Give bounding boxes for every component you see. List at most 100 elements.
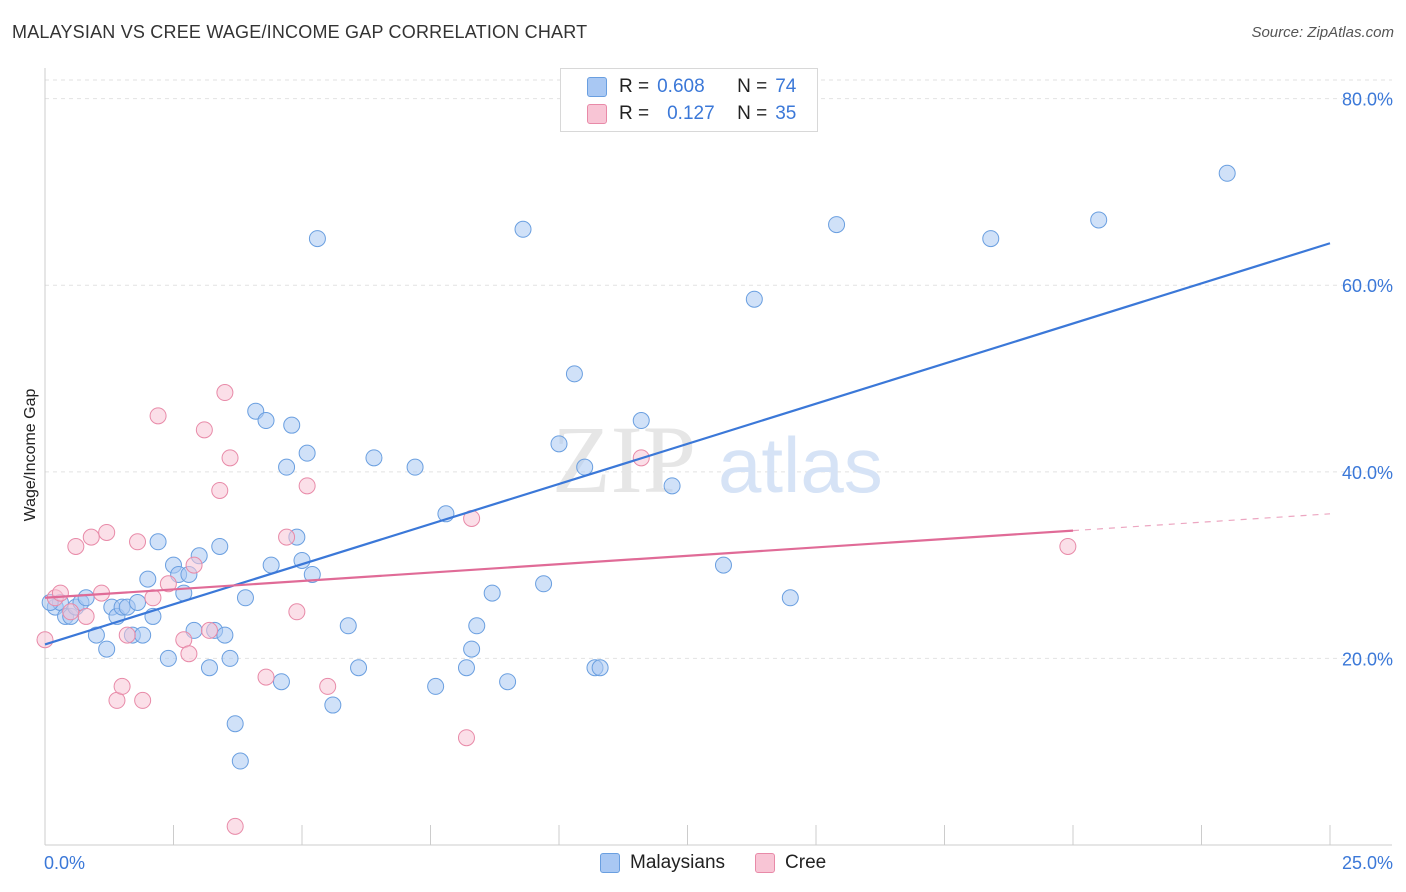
- stats-legend: R = 0.608 N = 74 R = 0.127 N = 35: [560, 68, 818, 132]
- point-malaysians: [324, 696, 342, 714]
- point-malaysians: [828, 216, 846, 234]
- point-malaysians: [211, 537, 229, 555]
- point-malaysians: [77, 589, 95, 607]
- trend-lines: [44, 242, 1331, 646]
- y-axis-label: Wage/Income Gap: [22, 389, 39, 522]
- point-cree: [195, 421, 213, 439]
- legend-r-value: 0.127: [667, 103, 715, 124]
- point-malaysians: [781, 589, 799, 607]
- point-cree: [1059, 537, 1077, 555]
- point-malaysians: [576, 458, 594, 476]
- trend-line-malaysians: [44, 242, 1331, 646]
- point-cree: [180, 645, 198, 663]
- y-tick-label: 20.0%: [1342, 649, 1393, 669]
- series-swatch-malaysians: [600, 853, 620, 873]
- point-malaysians: [283, 416, 301, 434]
- series-legend-cree[interactable]: Cree: [755, 852, 826, 874]
- point-malaysians: [468, 617, 486, 635]
- point-malaysians: [514, 220, 532, 238]
- point-malaysians: [278, 458, 296, 476]
- legend-swatch-malaysians: [587, 77, 607, 97]
- point-malaysians: [483, 584, 501, 602]
- point-malaysians: [350, 659, 368, 677]
- trend-line-cree: [44, 529, 1074, 599]
- point-cree: [67, 537, 85, 555]
- x-tick-label-min: 0.0%: [44, 853, 85, 873]
- series-swatch-cree: [755, 853, 776, 873]
- point-cree: [457, 729, 475, 747]
- point-cree: [159, 575, 177, 593]
- point-cree: [82, 528, 100, 546]
- legend-r-value: 0.608: [657, 76, 705, 97]
- point-cree: [288, 603, 306, 621]
- point-cree: [221, 449, 239, 467]
- point-malaysians: [221, 649, 239, 667]
- legend-n-value: 74: [775, 76, 797, 97]
- legend-n-label: N =: [737, 103, 768, 124]
- point-malaysians: [159, 649, 177, 667]
- point-malaysians: [406, 458, 424, 476]
- chart-title: MALAYSIAN VS CREE WAGE/INCOME GAP CORREL…: [12, 22, 588, 42]
- point-malaysians: [714, 556, 732, 574]
- point-cree: [200, 621, 218, 639]
- point-malaysians: [139, 570, 157, 588]
- point-cree: [62, 603, 80, 621]
- point-malaysians: [365, 449, 383, 467]
- point-cree: [278, 528, 296, 546]
- point-cree: [98, 523, 116, 541]
- series-legend-malaysians[interactable]: Malaysians: [600, 852, 725, 874]
- point-malaysians: [591, 659, 609, 677]
- point-malaysians: [134, 626, 152, 644]
- point-malaysians: [226, 715, 244, 733]
- point-cree: [149, 407, 167, 425]
- watermark: ZIP atlas: [552, 406, 883, 513]
- point-cree: [118, 626, 136, 644]
- point-cree: [185, 556, 203, 574]
- point-cree: [226, 817, 244, 835]
- y-tick-label: 80.0%: [1342, 90, 1393, 110]
- legend-swatch-cree: [587, 104, 607, 124]
- point-malaysians: [463, 640, 481, 658]
- y-tick-label: 60.0%: [1342, 276, 1393, 296]
- point-malaysians: [231, 752, 249, 770]
- point-malaysians: [257, 412, 275, 430]
- point-malaysians: [339, 617, 357, 635]
- point-malaysians: [1090, 211, 1108, 229]
- point-malaysians: [1218, 164, 1236, 182]
- legend-r-label: R =: [619, 103, 650, 124]
- series-label-cree: Cree: [785, 852, 827, 873]
- point-cree: [36, 631, 54, 649]
- point-malaysians: [200, 659, 218, 677]
- point-malaysians: [298, 444, 316, 462]
- legend-n-label: N =: [737, 76, 768, 97]
- point-malaysians: [87, 626, 105, 644]
- point-malaysians: [98, 640, 116, 658]
- data-points: [36, 164, 1236, 835]
- point-malaysians: [550, 435, 568, 453]
- point-malaysians: [149, 533, 167, 551]
- point-malaysians: [632, 412, 650, 430]
- point-malaysians: [663, 477, 681, 495]
- point-cree: [134, 691, 152, 709]
- point-malaysians: [457, 659, 475, 677]
- legend-r-label: R =: [619, 76, 650, 97]
- point-malaysians: [499, 673, 517, 691]
- point-cree: [216, 384, 234, 402]
- point-malaysians: [129, 593, 147, 611]
- point-malaysians: [216, 626, 234, 644]
- trend-line-extension-cree: [1072, 513, 1331, 532]
- y-tick-label: 40.0%: [1342, 463, 1393, 483]
- point-malaysians: [745, 290, 763, 308]
- legend-row-cree: R = 0.127 N = 35: [587, 102, 796, 126]
- point-malaysians: [427, 677, 445, 695]
- tick-labels: 20.0% 40.0% 60.0% 80.0% 0.0% 25.0%: [44, 90, 1393, 873]
- series-legend: Malaysians Cree: [600, 852, 856, 874]
- point-malaysians: [303, 565, 321, 583]
- legend-row-malaysians: R = 0.608 N = 74: [587, 75, 796, 99]
- point-malaysians: [262, 556, 280, 574]
- point-malaysians: [565, 365, 583, 383]
- point-malaysians: [535, 575, 553, 593]
- point-cree: [77, 607, 95, 625]
- point-cree: [113, 677, 131, 695]
